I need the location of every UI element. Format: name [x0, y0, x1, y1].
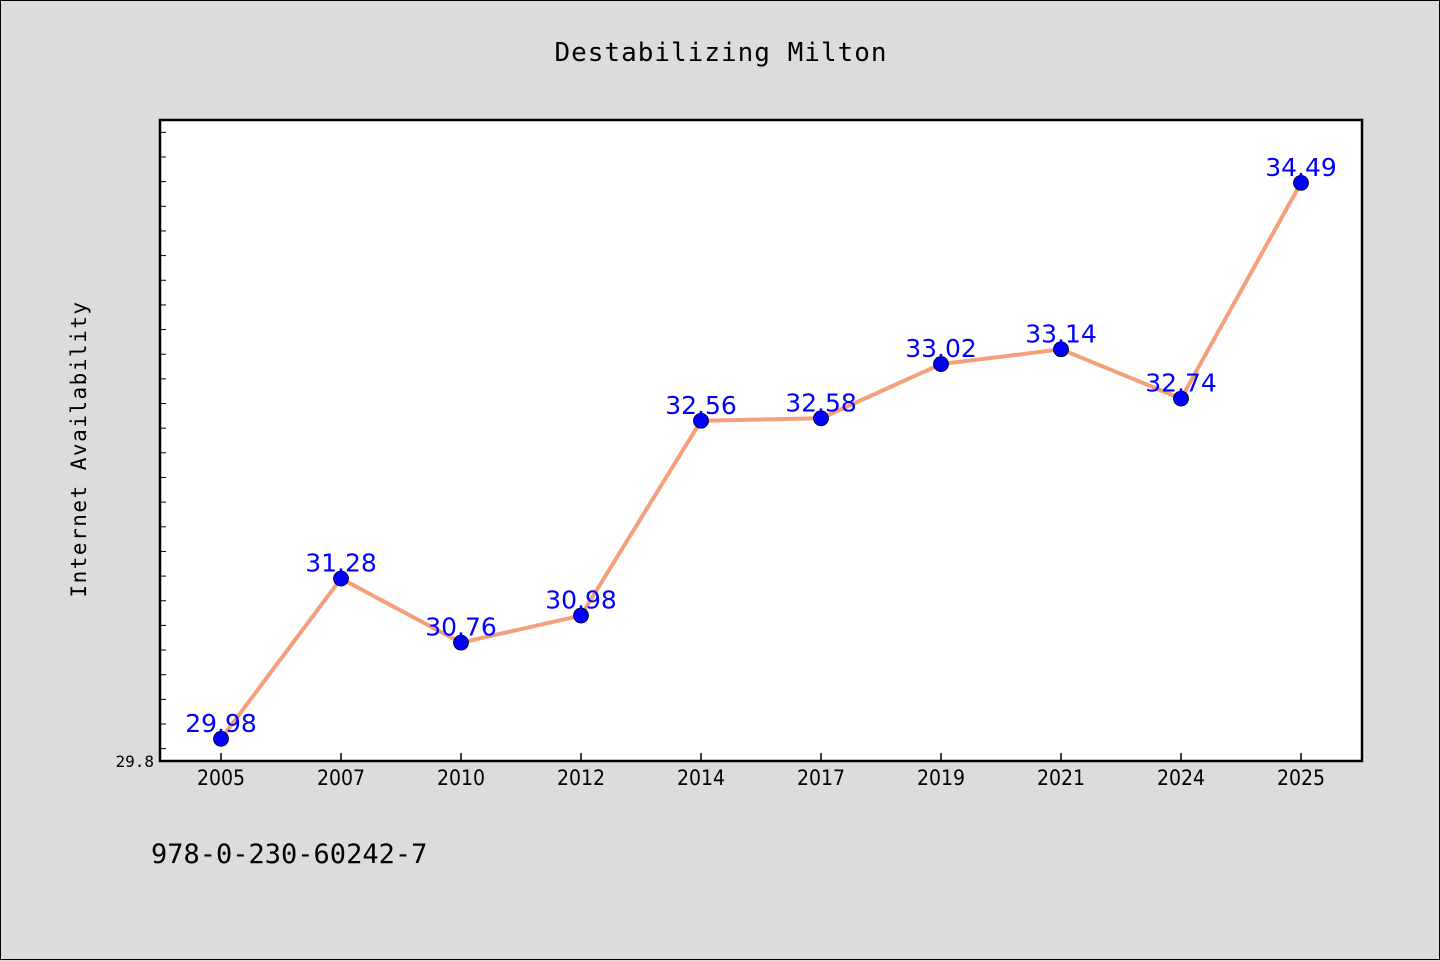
data-label: 31.28 — [305, 549, 377, 578]
data-point — [813, 410, 829, 427]
data-label: 33.02 — [905, 334, 977, 363]
x-tick-label: 2007 — [317, 766, 365, 790]
data-label: 32.56 — [665, 391, 737, 420]
x-tick-label: 2017 — [797, 766, 845, 790]
x-tick-label: 2005 — [197, 766, 245, 790]
x-tick-label: 2010 — [437, 766, 485, 790]
data-point — [1293, 174, 1309, 191]
x-tick-label: 2025 — [1277, 766, 1325, 790]
data-point — [693, 412, 709, 429]
data-label: 30.98 — [545, 586, 617, 615]
footer-isbn: 978-0-230-60242-7 — [151, 839, 427, 870]
data-label: 32.74 — [1145, 369, 1217, 398]
data-point — [933, 356, 949, 372]
x-axis-ticks: 2005 2007 2010 2012 2014 2017 2019 2021 2024 2025 — [197, 753, 1325, 790]
data-point — [1173, 390, 1189, 407]
y-tick-label: 29.8 — [115, 752, 154, 771]
x-tick-label: 2019 — [917, 766, 965, 790]
x-tick-label: 2014 — [677, 766, 725, 790]
y-minor-ticks — [160, 131, 166, 750]
data-label: 32.58 — [785, 388, 857, 417]
x-tick-label: 2021 — [1037, 766, 1085, 790]
data-label: 30.76 — [425, 613, 497, 642]
data-point — [333, 570, 349, 587]
data-labels: 29.98 31.28 30.76 30.98 32.56 32.58 33.02 33.14… — [185, 153, 1337, 738]
plot-area — [158, 118, 1364, 763]
data-series — [213, 174, 1309, 747]
data-label: 29.98 — [185, 709, 257, 738]
x-tick-label: 2024 — [1157, 766, 1205, 790]
data-point — [1053, 341, 1069, 358]
data-point — [213, 730, 229, 747]
data-point — [573, 607, 589, 624]
series-line — [219, 181, 1303, 741]
chart-title: Destabilizing Milton — [554, 38, 887, 68]
x-tick-label: 2012 — [557, 766, 605, 790]
y-axis-label: Internet Availability — [67, 300, 91, 597]
data-label: 34.49 — [1265, 153, 1337, 182]
data-label: 33.14 — [1025, 319, 1097, 348]
data-point — [453, 634, 469, 651]
y-axis-ticks: 29.8 — [115, 752, 170, 771]
